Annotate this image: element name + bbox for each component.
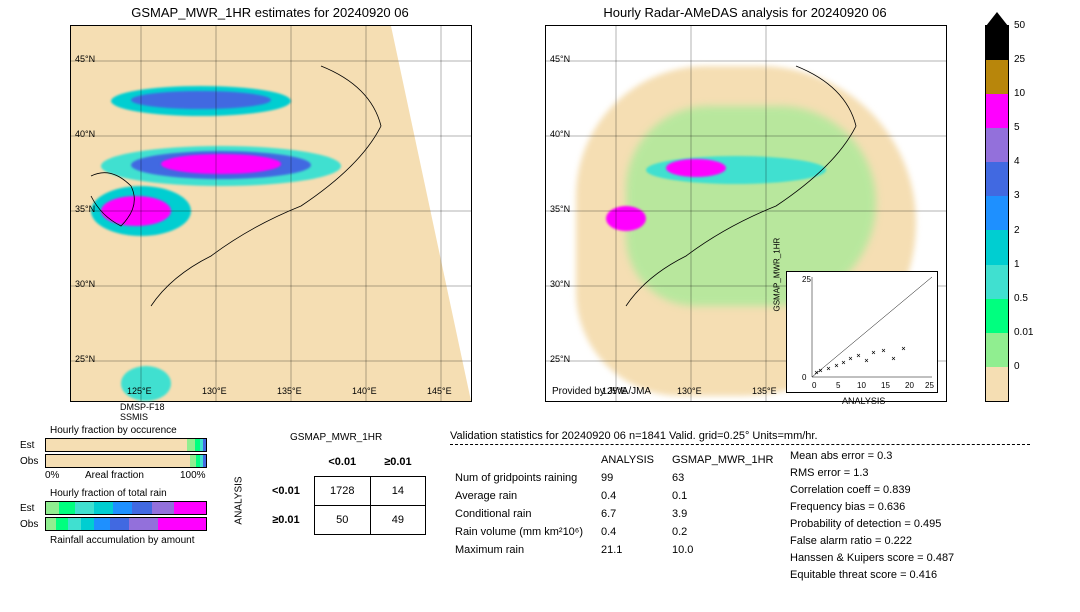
left-grid: [71, 26, 471, 401]
bar-occurrence-obs: [45, 454, 207, 468]
bar-label-est2: Est: [20, 503, 34, 514]
cont-cell: 1728: [314, 477, 370, 506]
left-map-title: GSMAP_MWR_1HR estimates for 20240920 06: [70, 5, 470, 20]
provided-by: Provided by JWA/JMA: [552, 386, 651, 397]
lon-tick: 140°E: [352, 386, 377, 396]
scatter-ylabel: GSMAP_MWR_1HR: [773, 238, 782, 312]
lat-tick: 45°N: [75, 54, 95, 64]
lat-tick: 35°N: [550, 204, 570, 214]
lon-tick: 145°E: [427, 386, 452, 396]
lat-tick: 30°N: [75, 279, 95, 289]
lat-tick: 30°N: [550, 279, 570, 289]
bar-total-est: [45, 501, 207, 515]
svg-text:15: 15: [881, 381, 890, 390]
scatter-plot: 0 5 10 15 20 25 0 25 ANALYSIS GSMAP_MWR_…: [786, 271, 938, 393]
bar-occurrence-est: [45, 438, 207, 452]
cont-cell: 14: [370, 477, 425, 506]
th: GSMAP_MWR_1HR: [664, 452, 781, 468]
left-map-panel: 45°N 40°N 35°N 30°N 25°N 125°E 130°E 135…: [70, 25, 472, 402]
metrics-list: Mean abs error = 0.3RMS error = 1.3Corre…: [790, 448, 954, 584]
right-map-title: Hourly Radar-AMeDAS analysis for 2024092…: [545, 5, 945, 20]
lat-tick: 40°N: [75, 129, 95, 139]
svg-text:25: 25: [925, 381, 934, 390]
lon-tick: 135°E: [752, 386, 777, 396]
cont-cell: 50: [314, 506, 370, 535]
cont-col1: <0.01: [314, 448, 370, 477]
cont-side: ANALYSIS: [234, 476, 245, 524]
colorbar: 502510543210.50.010: [985, 25, 1009, 402]
svg-text:20: 20: [905, 381, 914, 390]
lon-tick: 130°E: [677, 386, 702, 396]
svg-text:10: 10: [857, 381, 866, 390]
lon-tick: 135°E: [277, 386, 302, 396]
th: ANALYSIS: [593, 452, 662, 468]
validation-table: ANALYSISGSMAP_MWR_1HR Num of gridpoints …: [445, 450, 783, 560]
bar-label-est: Est: [20, 440, 34, 451]
scatter-xlabel: ANALYSIS: [842, 396, 885, 406]
lon-tick: 130°E: [202, 386, 227, 396]
scatter-svg: 0 5 10 15 20 25 0 25: [787, 272, 937, 392]
sensor-label: SSMIS: [120, 412, 148, 422]
fraction-title1: Hourly fraction by occurence: [50, 425, 177, 436]
colorbar-arrow: [986, 12, 1008, 26]
sat-label: DMSP-F18: [120, 402, 165, 412]
contingency-table: <0.01≥0.01 <0.01172814 ≥0.015049: [258, 448, 426, 535]
lat-tick: 45°N: [550, 54, 570, 64]
cont-row2: ≥0.01: [258, 506, 314, 535]
bar-total-obs: [45, 517, 207, 531]
cont-header: GSMAP_MWR_1HR: [290, 432, 382, 443]
lat-tick: 25°N: [75, 354, 95, 364]
svg-text:0: 0: [802, 373, 807, 382]
bar-label-obs: Obs: [20, 456, 38, 467]
lat-tick: 40°N: [550, 129, 570, 139]
lat-tick: 25°N: [550, 354, 570, 364]
cont-col2: ≥0.01: [370, 448, 425, 477]
svg-text:5: 5: [836, 381, 841, 390]
x0: 0%: [45, 470, 59, 481]
validation-header: Validation statistics for 20240920 06 n=…: [450, 430, 1030, 445]
fraction-title3: Rainfall accumulation by amount: [50, 535, 195, 546]
bar-label-obs2: Obs: [20, 519, 38, 530]
lon-tick: 125°E: [127, 386, 152, 396]
svg-text:25: 25: [802, 275, 811, 284]
lat-tick: 35°N: [75, 204, 95, 214]
right-map-panel: 45°N 40°N 35°N 30°N 25°N 125°E 130°E 135…: [545, 25, 947, 402]
cont-row1: <0.01: [258, 477, 314, 506]
x1: 100%: [180, 470, 206, 481]
cont-cell: 49: [370, 506, 425, 535]
fraction-title2: Hourly fraction of total rain: [50, 488, 167, 499]
svg-text:0: 0: [812, 381, 817, 390]
xlabel: Areal fraction: [85, 470, 144, 481]
